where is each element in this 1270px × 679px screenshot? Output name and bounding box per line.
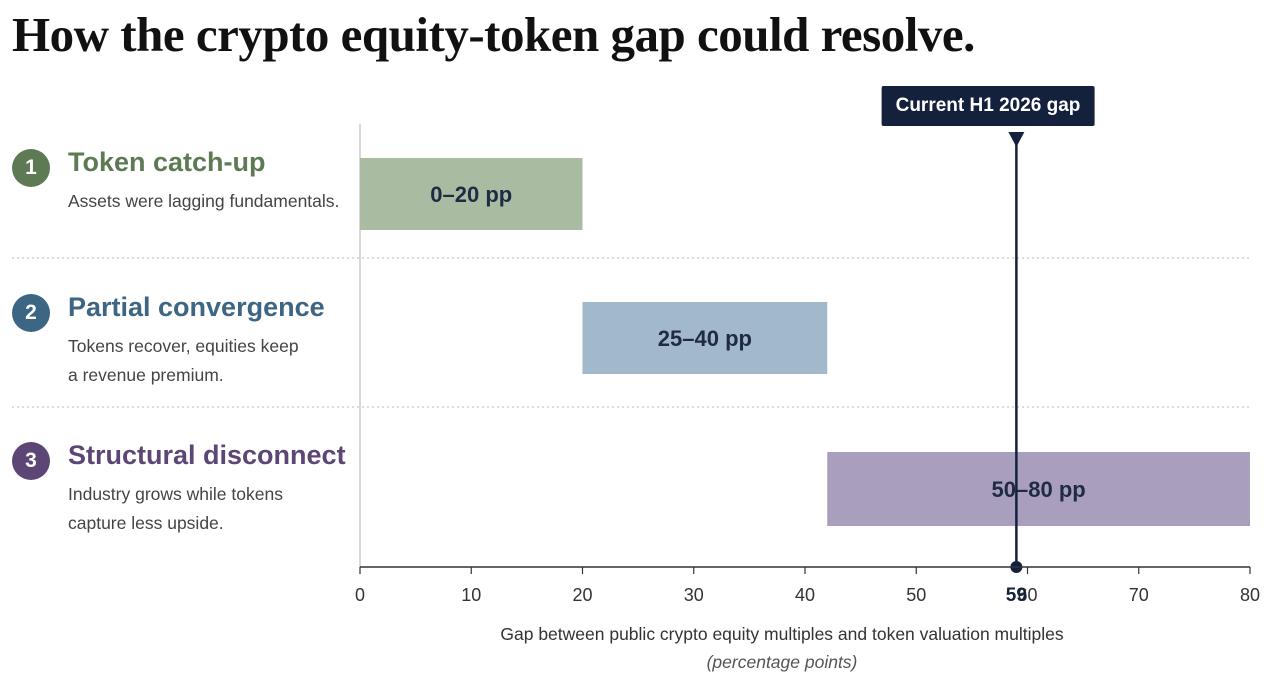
scenario-description: Tokens recover, equities keep a revenue … [68, 332, 338, 390]
scenario-description: Assets were lagging fundamentals. [68, 187, 340, 216]
x-tick-label: 50 [906, 585, 926, 605]
scenario-number-badge: 2 [12, 294, 50, 332]
range-bar [827, 452, 1250, 526]
range-bar-label: 50–80 pp [992, 477, 1086, 502]
current-gap-callout: Current H1 2026 gap [881, 86, 1095, 126]
x-tick-label: 40 [795, 585, 815, 605]
callout-pointer [1008, 132, 1025, 147]
range-bar-label: 25–40 pp [658, 326, 752, 351]
scenario-name: Partial convergence [68, 292, 325, 322]
scenario-description-line: Industry grows while tokens [68, 484, 283, 504]
x-tick-label: 0 [355, 585, 365, 605]
marker-value-label: 59 [1006, 585, 1027, 606]
scenario-description-line: Tokens recover, equities keep [68, 336, 299, 356]
page-title: How the crypto equity-token gap could re… [12, 7, 975, 62]
x-axis-unit: (percentage points) [706, 652, 858, 672]
scenario-number-badge: 1 [12, 149, 50, 187]
x-tick-label: 80 [1240, 585, 1260, 605]
x-tick-label: 30 [684, 585, 704, 605]
range-bar [360, 158, 583, 230]
scenario-description: Industry grows while tokens capture less… [68, 480, 338, 538]
scenario-description-line: Assets were lagging fundamentals. [68, 191, 340, 211]
x-tick-label: 70 [1129, 585, 1149, 605]
scenario-description-line: a revenue premium. [68, 365, 224, 385]
scenario-description-line: capture less upside. [68, 513, 224, 533]
x-tick-label: 20 [572, 585, 592, 605]
x-tick-label: 10 [461, 585, 481, 605]
scenario-name: Token catch-up [68, 147, 266, 177]
scenario-number-badge: 3 [12, 442, 50, 480]
range-bar-label: 0–20 pp [430, 182, 512, 207]
scenario-name: Structural disconnect [68, 440, 346, 470]
range-bar [582, 302, 828, 374]
x-tick-label: 60 [1017, 585, 1037, 605]
x-axis-title: Gap between public crypto equity multipl… [500, 624, 1064, 644]
